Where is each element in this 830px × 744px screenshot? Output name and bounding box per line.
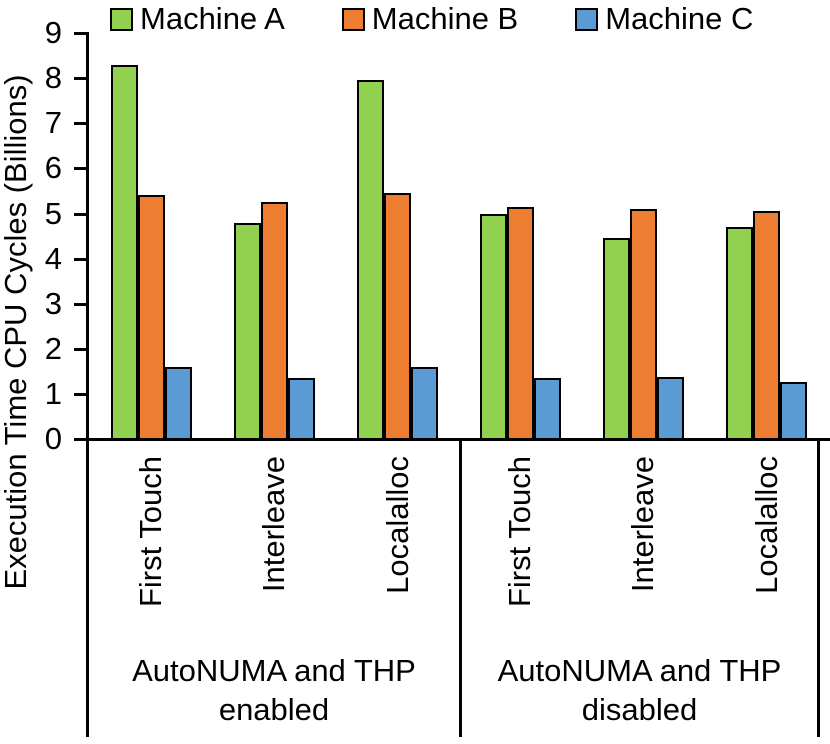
category-label-text: Localalloc <box>379 456 415 594</box>
category-label-text: First Touch <box>133 456 169 608</box>
bar-machine-a-interleave-1 <box>234 223 261 440</box>
bar-machine-a-first-touch-0 <box>111 65 138 440</box>
legend-item-machine-b: Machine B <box>341 1 519 37</box>
y-tick-mark <box>74 257 87 261</box>
bar-machine-c-localalloc-5 <box>780 382 807 440</box>
bar-machine-c-interleave-4 <box>657 377 684 440</box>
category-label-text: Localalloc <box>748 456 784 594</box>
bar-machine-a-first-touch-3 <box>480 214 507 440</box>
y-tick-label: 7 <box>44 105 62 141</box>
y-tick-mark <box>74 77 87 81</box>
category-label-text: First Touch <box>502 456 538 608</box>
group-label-autonuma-and-thp-enabled: AutoNUMA and THP enabled <box>132 653 416 727</box>
y-tick-label: 0 <box>44 421 62 456</box>
bar-machine-c-first-touch-0 <box>165 367 192 440</box>
legend-swatch-icon <box>341 7 365 31</box>
category-box-right-line <box>817 441 820 737</box>
y-tick-label: 5 <box>44 195 62 231</box>
bar-machine-c-interleave-1 <box>288 378 315 440</box>
bar-machine-b-interleave-4 <box>630 209 657 440</box>
y-tick-label: 6 <box>44 150 62 186</box>
legend-item-machine-c: Machine C <box>575 1 753 37</box>
y-tick-label: 1 <box>44 375 62 411</box>
bar-machine-b-localalloc-2 <box>384 193 411 440</box>
legend: Machine A Machine B Machine C <box>110 1 753 37</box>
y-axis-line <box>86 32 89 737</box>
legend-swatch-icon <box>110 7 133 31</box>
y-tick-label: 3 <box>44 285 62 321</box>
bar-machine-b-localalloc-5 <box>753 211 780 440</box>
y-tick-label: 2 <box>44 330 62 366</box>
legend-label: Machine A <box>140 1 285 36</box>
bar-machine-a-interleave-4 <box>603 238 630 440</box>
y-tick-mark <box>74 167 87 171</box>
y-tick-mark <box>74 438 87 441</box>
bar-machine-c-first-touch-3 <box>534 378 561 440</box>
y-tick-mark <box>74 347 87 351</box>
y-tick-mark <box>74 212 87 216</box>
y-tick-mark <box>74 302 87 306</box>
category-label-text: Interleave <box>625 456 661 593</box>
bar-machine-a-localalloc-2 <box>357 80 384 440</box>
bar-machine-a-localalloc-5 <box>726 227 753 440</box>
x-axis-line <box>86 438 830 441</box>
legend-label: Machine B <box>371 1 519 36</box>
y-tick-mark <box>74 32 87 36</box>
group-divider-line <box>459 441 462 737</box>
y-tick-label: 9 <box>44 15 62 51</box>
bar-machine-b-first-touch-0 <box>138 195 165 440</box>
bar-machine-b-first-touch-3 <box>507 207 534 440</box>
bar-machine-c-localalloc-2 <box>411 367 438 440</box>
y-tick-mark <box>74 122 87 126</box>
group-label-autonuma-and-thp-disabled: AutoNUMA and THP disabled <box>497 653 782 727</box>
y-tick-mark <box>74 392 87 396</box>
legend-label: Machine C <box>605 1 754 36</box>
category-label-text: Interleave <box>256 456 292 593</box>
y-tick-label: 4 <box>44 240 62 276</box>
legend-item-machine-a: Machine A <box>110 1 285 37</box>
y-tick-label: 8 <box>44 60 62 96</box>
bar-machine-b-interleave-1 <box>261 202 288 440</box>
legend-swatch-icon <box>575 7 599 31</box>
